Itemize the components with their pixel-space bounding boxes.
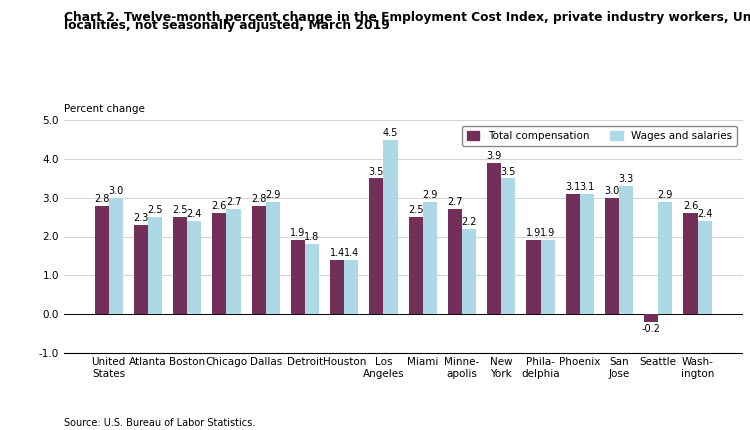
Bar: [423, 202, 437, 314]
Bar: [226, 209, 241, 314]
Bar: [658, 202, 673, 314]
Bar: [566, 194, 580, 314]
Bar: [409, 217, 423, 314]
Bar: [644, 314, 658, 322]
Text: localities, not seasonally adjusted, March 2019: localities, not seasonally adjusted, Mar…: [64, 19, 389, 32]
Bar: [330, 260, 344, 314]
Text: 2.9: 2.9: [422, 190, 437, 200]
Bar: [251, 206, 266, 314]
Text: 3.1: 3.1: [565, 182, 580, 192]
Text: 2.7: 2.7: [447, 197, 463, 208]
Bar: [619, 186, 633, 314]
Text: 2.5: 2.5: [408, 205, 424, 215]
Text: 2.8: 2.8: [251, 194, 266, 204]
Text: 3.5: 3.5: [369, 166, 384, 177]
Text: 2.9: 2.9: [265, 190, 280, 200]
Bar: [448, 209, 462, 314]
Text: 1.4: 1.4: [344, 248, 359, 258]
Text: 2.5: 2.5: [147, 205, 163, 215]
Bar: [173, 217, 188, 314]
Text: 2.9: 2.9: [658, 190, 673, 200]
Bar: [541, 240, 555, 314]
Bar: [487, 163, 501, 314]
Bar: [148, 217, 162, 314]
Bar: [383, 140, 398, 314]
Bar: [605, 198, 619, 314]
Text: 1.9: 1.9: [540, 228, 555, 238]
Text: 3.3: 3.3: [619, 174, 634, 184]
Text: 1.9: 1.9: [290, 228, 305, 238]
Bar: [369, 178, 383, 314]
Bar: [698, 221, 712, 314]
Bar: [134, 225, 148, 314]
Text: 2.7: 2.7: [226, 197, 242, 208]
Bar: [305, 244, 320, 314]
Bar: [188, 221, 201, 314]
Text: Chart 2. Twelve-month percent change in the Employment Cost Index, private indus: Chart 2. Twelve-month percent change in …: [64, 11, 750, 24]
Text: Percent change: Percent change: [64, 104, 145, 114]
Bar: [344, 260, 358, 314]
Text: 3.5: 3.5: [501, 166, 516, 177]
Text: 2.8: 2.8: [94, 194, 110, 204]
Text: 1.9: 1.9: [526, 228, 541, 238]
Text: Source: U.S. Bureau of Labor Statistics.: Source: U.S. Bureau of Labor Statistics.: [64, 418, 255, 428]
Bar: [526, 240, 541, 314]
Text: 1.8: 1.8: [304, 232, 320, 243]
Bar: [291, 240, 305, 314]
Text: 2.4: 2.4: [187, 209, 202, 219]
Text: -0.2: -0.2: [642, 323, 661, 334]
Text: 2.6: 2.6: [211, 201, 227, 212]
Text: 2.2: 2.2: [461, 217, 477, 227]
Bar: [94, 206, 109, 314]
Text: 2.6: 2.6: [682, 201, 698, 212]
Bar: [462, 229, 476, 314]
Bar: [266, 202, 280, 314]
Bar: [212, 213, 226, 314]
Bar: [683, 213, 698, 314]
Bar: [501, 178, 515, 314]
Text: 2.4: 2.4: [697, 209, 712, 219]
Text: 3.0: 3.0: [604, 186, 619, 196]
Legend: Total compensation, Wages and salaries: Total compensation, Wages and salaries: [462, 126, 737, 146]
Text: 3.9: 3.9: [487, 151, 502, 161]
Text: 4.5: 4.5: [383, 128, 398, 138]
Text: 2.3: 2.3: [134, 213, 148, 223]
Bar: [580, 194, 594, 314]
Text: 3.0: 3.0: [108, 186, 124, 196]
Text: 2.5: 2.5: [172, 205, 188, 215]
Text: 1.4: 1.4: [329, 248, 345, 258]
Bar: [109, 198, 123, 314]
Text: 3.1: 3.1: [579, 182, 595, 192]
